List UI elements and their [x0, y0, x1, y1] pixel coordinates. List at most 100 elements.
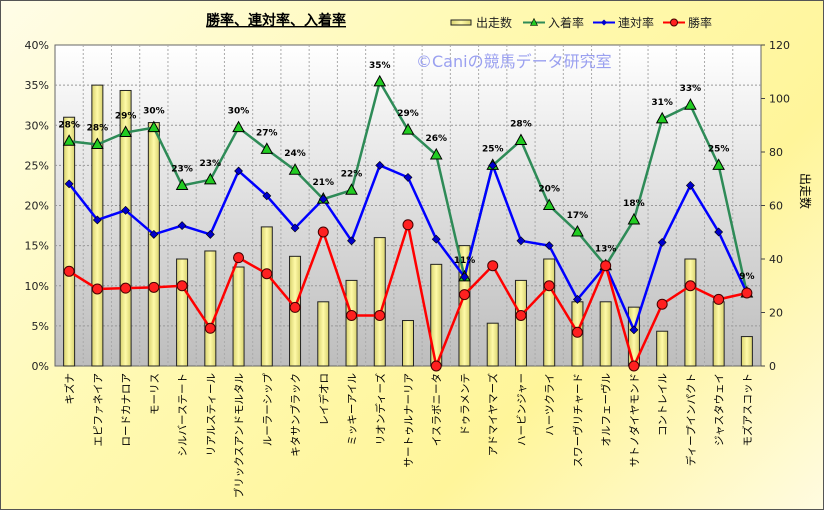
- marker-連対率: [290, 223, 300, 233]
- category-label: ロードカナロア: [121, 373, 133, 447]
- marker-連対率: [318, 194, 328, 204]
- bar-出走数: [317, 301, 330, 367]
- category-label: コントレイル: [657, 373, 669, 436]
- data-label: 11%: [454, 256, 476, 266]
- marker-勝率: [571, 326, 583, 338]
- category-label: シルバーステート: [177, 373, 189, 456]
- marker-勝率: [346, 309, 358, 321]
- bar-出走数: [176, 258, 189, 367]
- right-axis-label: 出走数: [798, 173, 813, 209]
- bar-出走数: [543, 258, 556, 367]
- marker-勝率: [458, 289, 470, 301]
- legend-item: 勝率: [663, 15, 712, 30]
- marker-勝率: [600, 260, 612, 272]
- category-label: ミッキーアイル: [347, 373, 359, 446]
- category-label: エピファネイア: [92, 373, 104, 447]
- data-label: 20%: [538, 185, 560, 195]
- marker-連対率: [177, 221, 187, 230]
- marker-入着率: [401, 123, 415, 135]
- data-label: 26%: [425, 134, 447, 144]
- bar-出走数: [260, 226, 273, 367]
- marker-勝率: [261, 268, 273, 280]
- category-label: サトノダイヤモンド: [628, 373, 641, 467]
- legend-label: 連対率: [618, 15, 654, 30]
- bar-出走数: [204, 250, 217, 367]
- data-label: 31%: [651, 98, 673, 108]
- marker-連対率: [347, 236, 356, 246]
- marker-入着率: [345, 183, 358, 195]
- marker-入着率: [62, 134, 76, 146]
- legend-label: 入着率: [548, 15, 584, 30]
- bar-出走数: [147, 122, 160, 367]
- marker-入着率: [684, 98, 697, 110]
- marker-連対率: [714, 227, 724, 237]
- right-tick-label: 100: [769, 93, 790, 106]
- bar-出走数: [514, 279, 527, 367]
- bar-出走数: [232, 266, 245, 367]
- category-label: オルフェーヴル: [600, 373, 613, 447]
- right-tick-label: 120: [769, 39, 790, 52]
- marker-連対率: [431, 234, 441, 244]
- marker-入着率: [429, 147, 443, 160]
- marker-勝率: [91, 283, 103, 295]
- marker-連対率: [262, 191, 272, 201]
- marker-勝率: [543, 280, 555, 292]
- marker-入着率: [514, 133, 528, 145]
- marker-勝率: [713, 293, 725, 305]
- legend-item: 入着率: [523, 15, 584, 30]
- data-label: 29%: [115, 111, 137, 121]
- marker-連対率: [149, 229, 159, 239]
- category-label: アドマイヤマーズ: [487, 373, 500, 456]
- category-label: ジャスタウェイ: [714, 373, 726, 446]
- marker-連対率: [488, 160, 498, 170]
- category-label: イスラボニータ: [431, 373, 443, 446]
- category-label: ハーツクライ: [544, 373, 556, 436]
- category-label: レイデオロ: [317, 373, 330, 426]
- left-tick-label: 20%: [25, 200, 49, 213]
- marker-勝率: [148, 281, 160, 293]
- bar-出走数: [740, 336, 753, 367]
- left-tick-label: 10%: [25, 280, 49, 293]
- marker-入着率: [542, 198, 556, 210]
- bar-出走数: [599, 301, 612, 367]
- marker-連対率: [375, 160, 385, 170]
- marker-連対率: [516, 236, 526, 246]
- marker-勝率: [204, 322, 216, 334]
- marker-勝率: [741, 287, 753, 299]
- marker-連対率: [234, 166, 243, 176]
- bar-出走数: [712, 301, 725, 367]
- legend-label: 出走数: [476, 15, 512, 30]
- data-label: 21%: [313, 178, 335, 188]
- legend-item: 連対率: [593, 15, 654, 30]
- bar-出走数: [91, 84, 104, 367]
- left-tick-label: 35%: [25, 79, 49, 92]
- axes: 0% 5% 10% 15% 20% 25% 30% 35% 40% 0 20 40 60 80 100 120…: [25, 39, 790, 498]
- marker-連対率: [573, 294, 582, 304]
- marker-連対率: [460, 272, 469, 282]
- marker-連対率: [205, 229, 215, 239]
- marker-勝率: [317, 226, 329, 238]
- legend-label: 勝率: [688, 15, 712, 30]
- lines: 28% 28% 29% 30% 23% 23% 30% 27% 24% 21% 22% 35% 29% 2…: [58, 61, 755, 372]
- marker-連対率: [657, 237, 667, 247]
- left-tick-label: 15%: [25, 240, 49, 253]
- marker-入着率: [232, 120, 245, 133]
- category-label: キタサンブラック: [289, 373, 302, 457]
- marker-入着率: [571, 224, 584, 237]
- category-label: リオンディーズ: [374, 373, 387, 445]
- marker-勝率: [63, 265, 75, 277]
- data-label: 13%: [595, 245, 617, 255]
- right-tick-label: 20: [769, 307, 783, 320]
- legend-item: 出走数: [450, 15, 512, 30]
- marker-勝率: [233, 252, 245, 264]
- data-label: 29%: [397, 109, 419, 119]
- category-label: モズアスコット: [741, 373, 754, 447]
- marker-入着率: [627, 212, 641, 225]
- marker-勝率: [656, 298, 668, 310]
- marker-勝率: [430, 360, 442, 372]
- data-label: 25%: [482, 144, 504, 154]
- bar-出走数: [486, 322, 499, 367]
- marker-勝率: [628, 360, 640, 372]
- data-label: 23%: [171, 164, 193, 174]
- data-label: 24%: [284, 149, 306, 159]
